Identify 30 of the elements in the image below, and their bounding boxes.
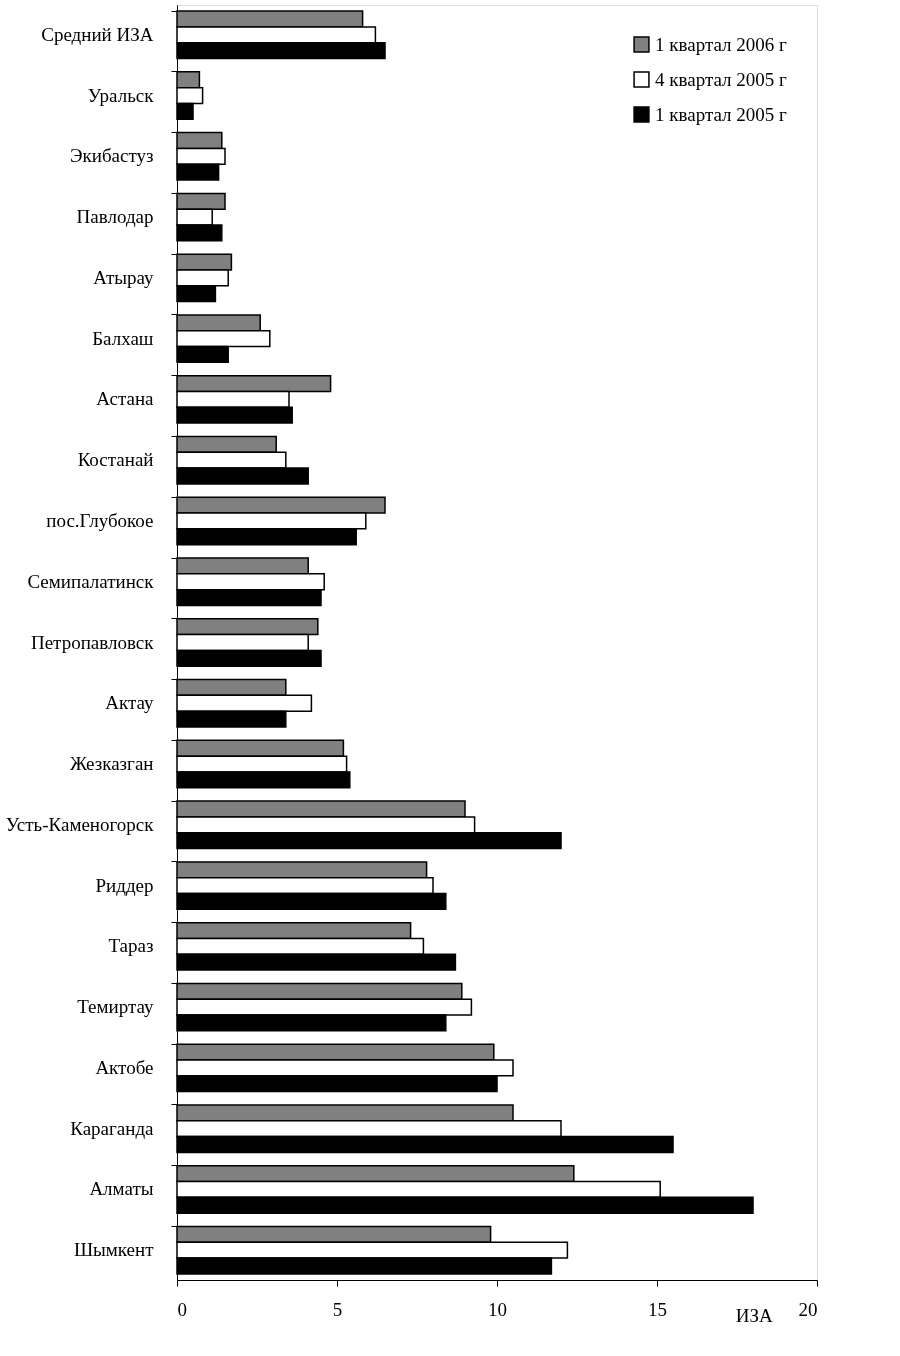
y-tick-label: Атырау <box>93 266 154 288</box>
x-tick-label: 5 <box>332 1298 343 1320</box>
y-tick-label: Экибастуз <box>69 145 154 167</box>
y-tick-label: Петропавловск <box>30 631 155 653</box>
x-tick-label: 20 <box>798 1298 818 1320</box>
legend-label: 4 квартал 2005 г <box>655 68 787 90</box>
legend-label: 1 квартал 2005 г <box>655 103 787 125</box>
y-tick-label: Астана <box>96 388 155 410</box>
x-axis-title: ИЗА <box>735 1304 773 1326</box>
y-tick-label: Уральск <box>87 84 155 106</box>
y-tick-label: Шымкент <box>73 1239 155 1261</box>
y-tick-label: пос.Глубокое <box>46 509 154 531</box>
x-tick-label: 0 <box>177 1298 187 1320</box>
y-tick-label: Алматы <box>89 1178 154 1200</box>
y-tick-label: Средний ИЗА <box>41 23 154 45</box>
y-tick-label: Актобе <box>95 1056 154 1078</box>
y-tick-label: Костанай <box>77 449 154 471</box>
x-tick-label: 10 <box>488 1298 507 1320</box>
y-tick-label: Караганда <box>70 1117 155 1139</box>
y-tick-label: Тараз <box>108 935 154 957</box>
y-tick-label: Актау <box>105 692 154 714</box>
y-tick-label: Усть-Каменогорск <box>5 813 155 835</box>
y-tick-label: Риддер <box>95 874 154 896</box>
y-tick-label: Семипалатинск <box>27 570 155 592</box>
x-tick-label: 15 <box>648 1298 667 1320</box>
y-tick-label: Жезказган <box>69 753 154 775</box>
y-tick-label: Балхаш <box>92 327 154 349</box>
legend-label: 1 квартал 2006 г <box>655 33 787 55</box>
y-tick-label: Темиртау <box>77 996 154 1018</box>
y-tick-label: Павлодар <box>76 206 154 228</box>
